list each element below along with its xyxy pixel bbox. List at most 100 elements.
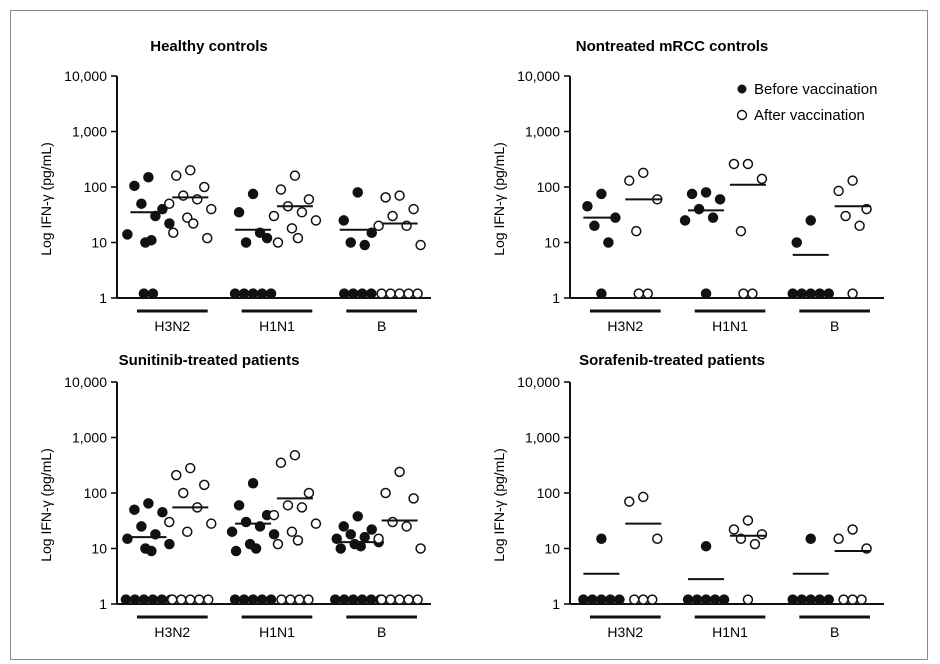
point-after (310, 215, 322, 226)
figure-frame: Healthy controls Log IFN-γ (pg/mL) 1 10 10… (10, 10, 928, 660)
point-after (847, 175, 858, 186)
point-after (847, 594, 858, 605)
point-after (303, 194, 315, 205)
legend-label-after: After vaccination (754, 107, 865, 124)
category-label: H1N1 (259, 624, 295, 640)
point-after (289, 449, 301, 461)
point-after (206, 203, 217, 215)
point-after (380, 487, 391, 499)
y-tick-label: 1 (99, 290, 107, 306)
point-before (614, 594, 625, 605)
point-before (347, 594, 359, 605)
point-before (247, 288, 259, 299)
point-before (787, 594, 798, 605)
point-before (331, 533, 342, 544)
point-after (394, 190, 405, 201)
category-label: B (377, 624, 386, 640)
point-before (805, 215, 816, 226)
point-before (338, 521, 349, 532)
point-after (415, 543, 426, 554)
point-after (838, 594, 849, 605)
point-after (168, 227, 179, 238)
point-before (230, 545, 242, 557)
y-tick-label: 10,000 (517, 68, 560, 84)
point-after (376, 594, 387, 605)
point-before (240, 237, 252, 248)
point-after (194, 594, 205, 605)
point-before (238, 594, 250, 605)
point-after (292, 535, 304, 546)
point-after (840, 210, 851, 222)
point-after (286, 526, 298, 538)
point-after (756, 529, 768, 540)
point-after (268, 509, 280, 521)
point-before (814, 288, 825, 299)
point-before (129, 594, 141, 605)
point-after (854, 220, 865, 232)
point-before (356, 288, 368, 299)
point-after (728, 158, 740, 170)
point-before (709, 594, 721, 605)
point-before (796, 288, 807, 299)
point-before (691, 594, 703, 605)
point-after (296, 207, 308, 218)
point-before (335, 543, 346, 554)
panel-healthy-controls: Healthy controls Log IFN-γ (pg/mL) 1 10 10… (38, 38, 431, 334)
point-before (700, 594, 712, 605)
point-after (285, 594, 296, 605)
point-before (238, 288, 250, 299)
point-before (156, 594, 168, 605)
y-tick-label: 10,000 (64, 68, 107, 84)
point-before (250, 543, 262, 554)
legend-marker-filled (737, 84, 747, 94)
y-tick-label: 100 (537, 179, 561, 195)
point-before (268, 529, 280, 540)
point-after (756, 173, 768, 185)
panel-title: Nontreated mRCC controls (576, 38, 769, 55)
legend-label-before: Before vaccination (754, 81, 877, 98)
y-tick-label: 1 (99, 596, 107, 612)
point-after (394, 466, 405, 478)
point-before (229, 288, 241, 299)
point-after (652, 533, 663, 544)
point-after (202, 232, 213, 244)
point-before (138, 594, 150, 605)
point-before (261, 232, 273, 244)
point-after (401, 521, 412, 532)
point-before (791, 237, 802, 248)
point-before (359, 239, 370, 251)
point-before (787, 288, 798, 299)
point-before (605, 594, 616, 605)
point-before (700, 540, 712, 552)
point-after (638, 594, 649, 605)
point-after (268, 210, 280, 222)
point-after (380, 192, 391, 203)
point-after (847, 288, 858, 299)
point-after (408, 203, 419, 215)
legend: Before vaccination After vaccination (736, 81, 877, 124)
point-after (847, 524, 858, 535)
point-before (240, 516, 252, 528)
point-after (633, 288, 645, 299)
y-tick-label: 1,000 (72, 124, 107, 140)
point-before (345, 237, 356, 248)
point-before (226, 526, 238, 538)
point-after (185, 165, 196, 176)
point-before (229, 594, 241, 605)
point-after (749, 538, 761, 550)
point-before (356, 594, 368, 605)
point-before (233, 207, 245, 218)
point-after (373, 533, 384, 544)
point-before (596, 594, 607, 605)
point-after (747, 288, 758, 299)
y-axis-label: Log IFN-γ (pg/mL) (38, 448, 54, 562)
point-before (146, 234, 157, 246)
point-after (647, 594, 658, 605)
point-after (833, 533, 844, 544)
point-before (596, 288, 607, 299)
category-label: H3N2 (154, 624, 190, 640)
panel-nontreated-mrcc-controls: Nontreated mRCC controls Log IFN-γ (pg/m… (491, 38, 884, 334)
category-label: H3N2 (154, 318, 190, 334)
point-before (587, 594, 598, 605)
point-after (272, 237, 284, 248)
